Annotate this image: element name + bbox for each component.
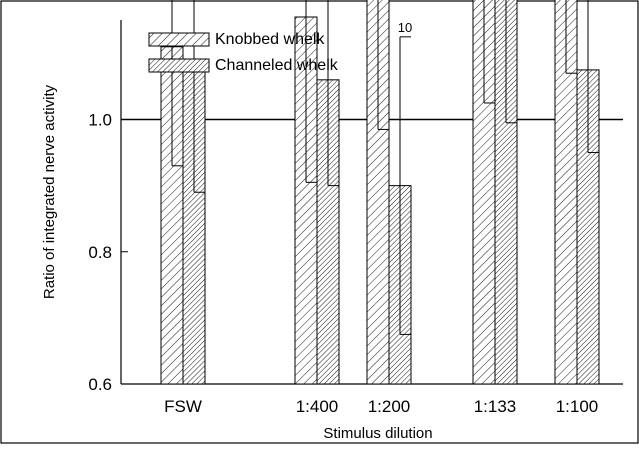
y-tick-label: 0.8 — [88, 243, 112, 262]
legend-swatch — [148, 32, 210, 47]
bar — [366, 0, 390, 385]
y-axis-label: Ratio of integrated nerve activity — [41, 84, 58, 299]
legend-label: Channeled whelk — [215, 57, 339, 74]
x-axis-label: Stimulus dilution — [323, 425, 432, 442]
y-tick-label: 0.6 — [88, 375, 112, 394]
x-tick-label: FSW — [164, 397, 202, 416]
bar — [494, 0, 518, 385]
legend-label: Knobbed whelk — [215, 31, 325, 48]
x-tick-label: 1:133 — [474, 397, 517, 416]
y-tick-label: 1.0 — [88, 111, 112, 130]
x-tick-label: 1:100 — [556, 397, 599, 416]
legend-swatch — [148, 58, 210, 73]
sample-size-label: 10 — [398, 20, 412, 35]
x-tick-label: 1:200 — [368, 397, 411, 416]
x-tick-label: 1:400 — [296, 397, 339, 416]
